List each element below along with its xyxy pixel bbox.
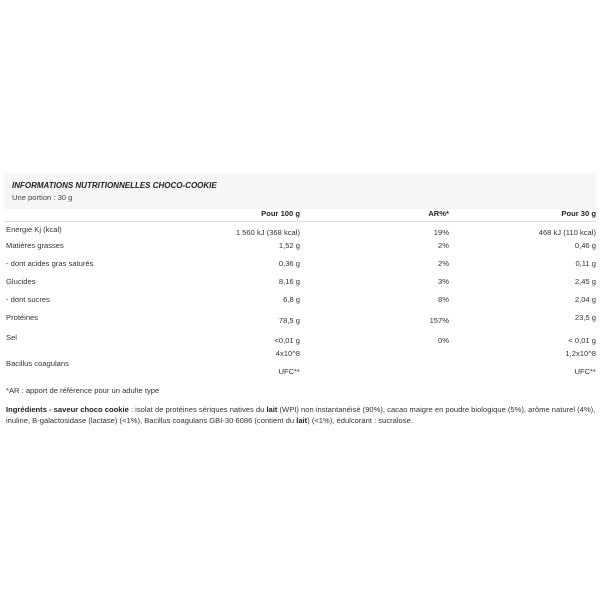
row-ar: 19% — [433, 228, 449, 237]
row-per30: 2,45 g — [574, 277, 596, 286]
row-ar: 157% — [429, 316, 449, 325]
row-label: Bacillus coagulans — [6, 359, 69, 368]
row-per30: 468 kJ (110 kcal) — [538, 228, 596, 237]
col-ar-header: AR%* — [428, 209, 449, 218]
ingredients-text: (WPI) non instantanéisé (90%), cacao mai… — [6, 405, 596, 425]
row-per100: 1 560 kJ (368 kcal) — [235, 228, 300, 237]
table-row: Glucides 8,16 g 3% 2,45 g — [4, 277, 596, 289]
footnote: *AR : apport de référence pour un adulte… — [6, 386, 160, 395]
ingredients-text: : isolat de protéines sériques natives d… — [128, 405, 267, 414]
row-per30: 1,2x10^8 — [565, 349, 596, 358]
row-per30-unit: UFC** — [574, 367, 596, 376]
row-label: - dont sucres — [6, 295, 50, 304]
row-label: Sel — [6, 333, 17, 342]
row-per30: 0,46 g — [574, 241, 596, 250]
col-per30-header: Pour 30 g — [561, 209, 596, 218]
row-per30: 0,11 g — [575, 259, 596, 268]
row-ar: 0% — [438, 336, 449, 345]
table-row: Energie Kj (kcal) 1 560 kJ (368 kcal) 19… — [4, 225, 596, 237]
row-per100: 6,8 g — [283, 295, 300, 304]
ingredients-text: ) (<1%), édulcorant : sucralose. — [307, 416, 413, 425]
table-header-row: Pour 100 g AR%* Pour 30 g — [4, 209, 596, 221]
portion-size: Une portion : 30 g — [12, 193, 73, 202]
row-per100: <0,01 g — [274, 336, 300, 345]
row-per100: 78,5 g — [278, 316, 300, 325]
row-ar: 2% — [438, 241, 449, 250]
row-label: Matières grasses — [6, 241, 64, 250]
row-ar: 2% — [438, 259, 449, 268]
ingredients: Ingrédients - saveur choco cookie : isol… — [6, 404, 596, 426]
row-per100-unit: UFC** — [278, 367, 300, 376]
nutrition-header: INFORMATIONS NUTRITIONNELLES CHOCO-COOKI… — [4, 173, 596, 209]
allergen: lait — [266, 405, 278, 414]
allergen: lait — [296, 416, 308, 425]
ingredients-heading: Ingrédients - saveur choco cookie — [6, 405, 129, 414]
table-row: Matières grasses 1,52 g 2% 0,46 g — [4, 241, 596, 253]
row-per30: 23,5 g — [574, 313, 596, 322]
row-per30: < 0,01 g — [568, 336, 596, 345]
nutrition-title: INFORMATIONS NUTRITIONNELLES CHOCO-COOKI… — [12, 181, 217, 190]
table-row: - dont sucres 6,8 g 8% 2,04 g — [4, 295, 596, 307]
row-per30: 2,04 g — [574, 295, 596, 304]
row-per100: 8,16 g — [278, 277, 300, 286]
row-label: Energie Kj (kcal) — [6, 225, 62, 234]
row-label: - dont acides gras saturés — [6, 259, 94, 268]
row-ar: 8% — [438, 295, 449, 304]
header-divider — [4, 221, 596, 222]
col-per100-header: Pour 100 g — [261, 209, 300, 218]
row-per100: 4x10^8 — [275, 349, 300, 358]
row-per100: 1,52 g — [278, 241, 300, 250]
table-row: Bacillus coagulans 4x10^8 UFC** 1,2x10^8… — [4, 349, 596, 377]
row-label: Glucides — [6, 277, 36, 286]
table-row: Protéines 78,5 g 157% 23,5 g — [4, 313, 596, 325]
row-label: Protéines — [6, 313, 39, 322]
row-per100: 0,36 g — [278, 259, 300, 268]
table-row: - dont acides gras saturés 0,36 g 2% 0,1… — [4, 259, 596, 271]
table-row: Sel <0,01 g 0% < 0,01 g — [4, 333, 596, 345]
row-ar: 3% — [438, 277, 449, 286]
